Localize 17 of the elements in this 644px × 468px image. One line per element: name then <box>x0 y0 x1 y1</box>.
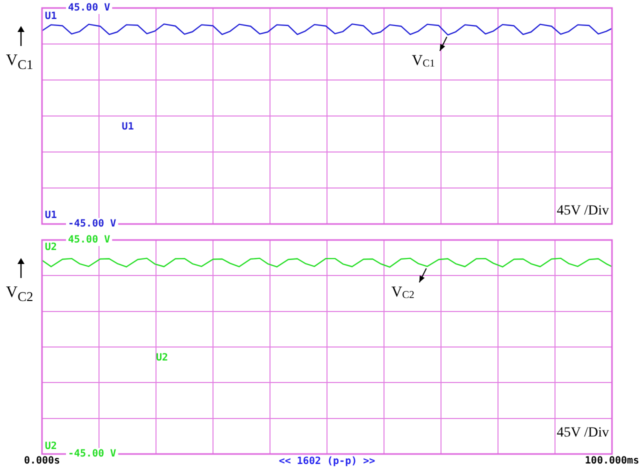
x-tick-label: 100.000ms <box>584 456 640 467</box>
annotation: 45V /Div <box>556 204 609 219</box>
annotation: U2 <box>44 242 57 254</box>
annotation: U2 <box>156 352 168 364</box>
annotation: U2 <box>44 441 57 452</box>
y-tick-label: 45.00 V <box>68 234 110 246</box>
y-tick-label: -45.00 V <box>68 448 116 460</box>
y-tick-label: 45.00 V <box>68 2 110 14</box>
annotation: U1 <box>44 210 57 221</box>
annotation: U1 <box>122 121 134 132</box>
text: << 1602 (p-p) >> <box>278 456 376 468</box>
y-axis-title: V$_{C2}$ <box>6 284 34 306</box>
annotation: U1 <box>44 11 57 22</box>
y-tick-label: -45.00 V <box>68 218 116 230</box>
y-axis-title: V$_{C1}$ <box>6 52 34 74</box>
annotation: 45V /Div <box>556 425 609 440</box>
x-tick-label: 0.000s <box>24 456 60 467</box>
